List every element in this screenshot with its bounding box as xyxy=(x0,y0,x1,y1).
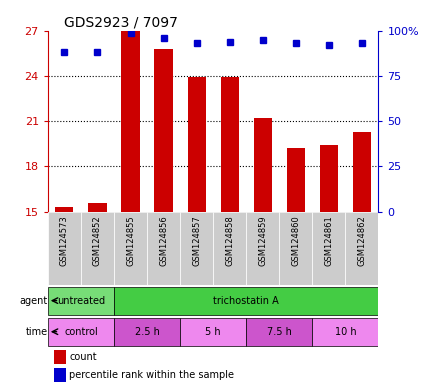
Bar xyxy=(114,212,147,285)
Text: 2.5 h: 2.5 h xyxy=(134,327,159,337)
Bar xyxy=(48,318,114,346)
Text: GSM124858: GSM124858 xyxy=(225,215,233,266)
Text: GSM124573: GSM124573 xyxy=(60,215,69,266)
Bar xyxy=(121,31,139,212)
Text: GSM124859: GSM124859 xyxy=(258,215,266,266)
Text: GSM124855: GSM124855 xyxy=(126,215,135,266)
Text: GDS2923 / 7097: GDS2923 / 7097 xyxy=(64,16,178,30)
Bar xyxy=(319,145,337,212)
Bar xyxy=(180,318,246,346)
Text: untreated: untreated xyxy=(57,296,105,306)
Text: 7.5 h: 7.5 h xyxy=(266,327,291,337)
Bar xyxy=(114,286,378,314)
Bar xyxy=(253,118,271,212)
Bar xyxy=(187,78,205,212)
Text: 5 h: 5 h xyxy=(205,327,220,337)
Bar xyxy=(279,212,312,285)
Text: count: count xyxy=(69,352,97,362)
Bar xyxy=(154,49,172,212)
Bar xyxy=(147,212,180,285)
Text: control: control xyxy=(64,327,98,337)
Text: agent: agent xyxy=(20,296,48,306)
Bar xyxy=(54,368,66,382)
Bar xyxy=(352,132,370,212)
Bar xyxy=(48,286,114,314)
Bar xyxy=(345,212,378,285)
Bar xyxy=(88,202,106,212)
Text: time: time xyxy=(26,327,48,337)
Bar xyxy=(246,318,312,346)
Bar xyxy=(81,212,114,285)
Bar xyxy=(114,318,180,346)
Bar xyxy=(213,212,246,285)
Text: trichostatin A: trichostatin A xyxy=(213,296,279,306)
Bar xyxy=(180,212,213,285)
Bar xyxy=(286,148,304,212)
Text: percentile rank within the sample: percentile rank within the sample xyxy=(69,370,234,380)
Bar xyxy=(48,212,81,285)
Text: 10 h: 10 h xyxy=(334,327,355,337)
Text: GSM124860: GSM124860 xyxy=(291,215,299,266)
Bar xyxy=(55,207,73,212)
Text: GSM124857: GSM124857 xyxy=(192,215,201,266)
Text: GSM124852: GSM124852 xyxy=(93,215,102,266)
Bar xyxy=(312,212,345,285)
Bar xyxy=(246,212,279,285)
Text: GSM124861: GSM124861 xyxy=(324,215,332,266)
Text: GSM124856: GSM124856 xyxy=(159,215,168,266)
Bar xyxy=(312,318,378,346)
Bar xyxy=(220,78,238,212)
Text: GSM124862: GSM124862 xyxy=(357,215,365,266)
Bar xyxy=(54,350,66,364)
